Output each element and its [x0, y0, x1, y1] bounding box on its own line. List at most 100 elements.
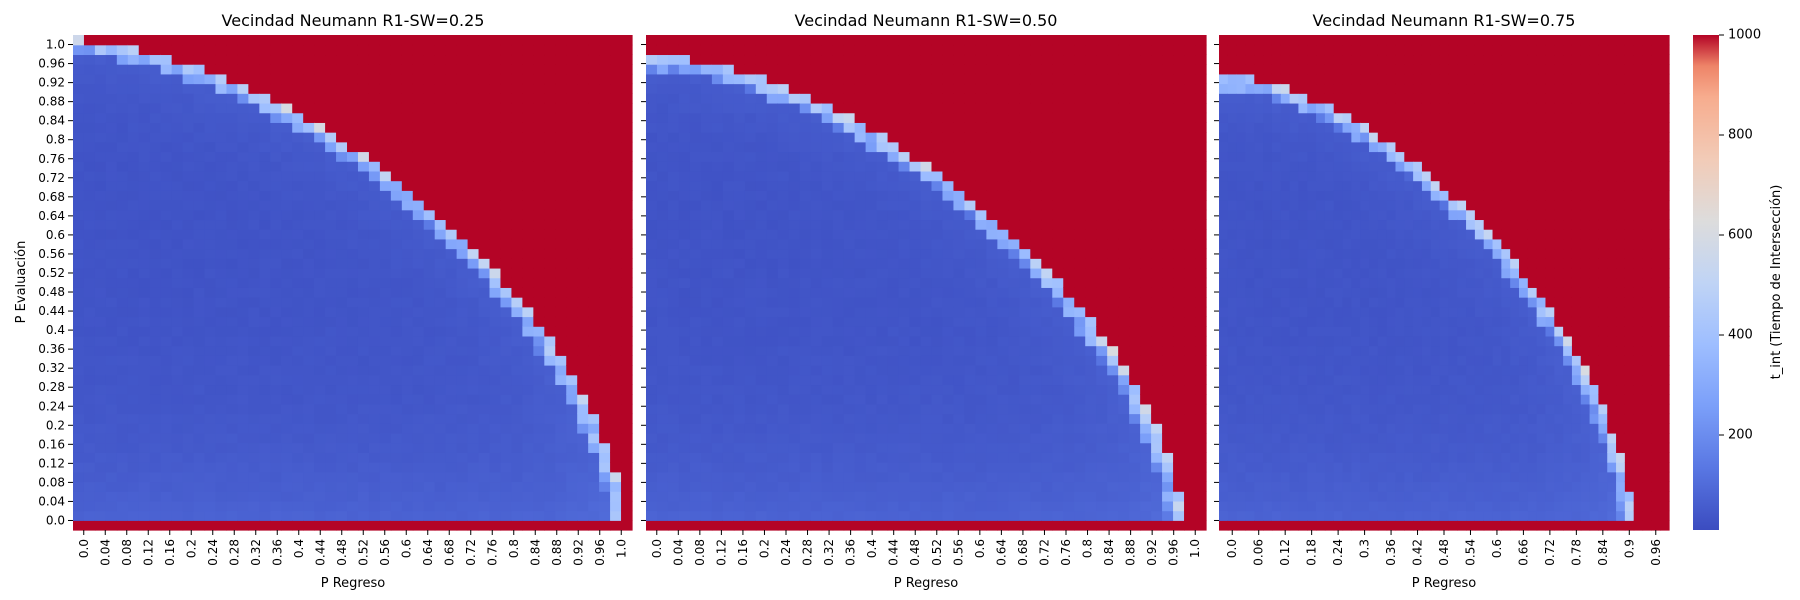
heatmap-cell: [964, 306, 977, 318]
heatmap-cell: [357, 180, 370, 191]
heatmap-cell: [412, 44, 425, 56]
heatmap-cell: [511, 384, 523, 395]
heatmap-cell: [689, 54, 702, 65]
heatmap-cell: [964, 355, 977, 366]
heatmap-cell: [1052, 258, 1064, 269]
heatmap-cell: [777, 83, 790, 94]
heatmap-cell: [854, 267, 867, 279]
heatmap-cell: [997, 355, 1009, 366]
heatmap-cell: [610, 287, 622, 298]
heatmap-cell: [755, 500, 768, 512]
heatmap-cell: [621, 491, 633, 502]
heatmap-cell: [678, 491, 691, 502]
heatmap-cell: [1030, 432, 1042, 444]
heatmap-cell: [854, 258, 867, 269]
heatmap-cell: [182, 73, 195, 85]
heatmap-cell: [646, 287, 658, 298]
heatmap-cell: [843, 413, 856, 424]
heatmap-cell: [964, 432, 977, 444]
heatmap-cell: [456, 462, 469, 473]
heatmap-cell: [83, 374, 96, 386]
heatmap-cell: [237, 209, 249, 221]
heatmap-cell: [401, 190, 414, 201]
heatmap-cell: [292, 491, 304, 502]
heatmap-cell: [646, 335, 658, 347]
heatmap-cell: [138, 471, 151, 483]
heatmap-cell: [722, 219, 735, 230]
heatmap-cell: [887, 277, 900, 288]
heatmap-cell: [336, 219, 348, 230]
heatmap-cell: [953, 200, 966, 211]
heatmap-cell: [456, 481, 469, 492]
heatmap-cell: [127, 471, 140, 483]
heatmap-cell: [646, 442, 658, 453]
heatmap-cell: [744, 64, 757, 75]
heatmap-cell: [259, 35, 271, 46]
heatmap-cell: [909, 481, 922, 492]
heatmap-cell: [931, 151, 944, 162]
heatmap-cell: [777, 442, 790, 453]
heatmap-cell: [1052, 345, 1064, 356]
heatmap-cell: [511, 102, 523, 114]
heatmap-cell: [467, 277, 480, 288]
heatmap-cell: [1041, 471, 1053, 483]
heatmap-cell: [986, 190, 998, 201]
heatmap-cell: [204, 83, 217, 94]
heatmap-cell: [854, 83, 867, 94]
heatmap-cell: [412, 510, 425, 521]
heatmap-cell: [116, 394, 129, 405]
heatmap-cell: [964, 277, 977, 288]
heatmap-cell: [898, 141, 911, 153]
heatmap-cell: [204, 248, 217, 259]
heatmap-cell: [986, 44, 998, 56]
heatmap-cell: [237, 403, 249, 415]
heatmap-cell: [832, 35, 845, 46]
heatmap-cell: [171, 258, 184, 269]
heatmap-cell: [832, 277, 845, 288]
heatmap-cell: [689, 73, 702, 85]
heatmap-cell: [865, 326, 878, 337]
heatmap-cell: [368, 141, 381, 153]
heatmap-cell: [931, 267, 944, 279]
heatmap-cell: [997, 209, 1009, 221]
heatmap-cell: [610, 132, 622, 143]
heatmap-cell: [149, 403, 162, 415]
heatmap-cell: [270, 403, 282, 415]
heatmap-cell: [511, 287, 523, 298]
heatmap-cell: [577, 287, 589, 298]
heatmap-cell: [423, 44, 436, 56]
heatmap-cell: [555, 64, 567, 75]
heatmap-cell: [942, 355, 955, 366]
heatmap-cell: [931, 345, 944, 356]
heatmap-cell: [953, 161, 966, 172]
heatmap-cell: [379, 229, 392, 240]
heatmap-cell: [1030, 112, 1042, 123]
heatmap-cell: [544, 151, 556, 162]
heatmap-cell: [127, 93, 140, 104]
heatmap-cell: [412, 355, 425, 366]
heatmap-cell: [577, 413, 589, 424]
heatmap-cell: [1019, 258, 1031, 269]
heatmap-cell: [1129, 345, 1141, 356]
heatmap-cell: [401, 316, 414, 327]
heatmap-cell: [292, 374, 304, 386]
heatmap-cell: [138, 267, 151, 279]
heatmap-cell: [566, 161, 578, 172]
heatmap-cell: [522, 200, 534, 211]
heatmap-cell: [909, 209, 922, 221]
heatmap-cell: [799, 200, 812, 211]
heatmap-cell: [975, 462, 987, 473]
heatmap-cell: [522, 287, 534, 298]
heatmap-cell: [379, 345, 392, 356]
heatmap-cell: [843, 491, 856, 502]
heatmap-cell: [689, 93, 702, 104]
heatmap-cell: [1019, 481, 1031, 492]
heatmap-cell: [423, 335, 436, 347]
heatmap-cell: [445, 180, 458, 191]
heatmap-cell: [83, 432, 96, 444]
heatmap-cell: [566, 267, 578, 279]
heatmap-cell: [73, 102, 85, 114]
heatmap-cell: [412, 520, 425, 531]
heatmap-cell: [434, 510, 447, 521]
heatmap-cell: [1052, 93, 1064, 104]
